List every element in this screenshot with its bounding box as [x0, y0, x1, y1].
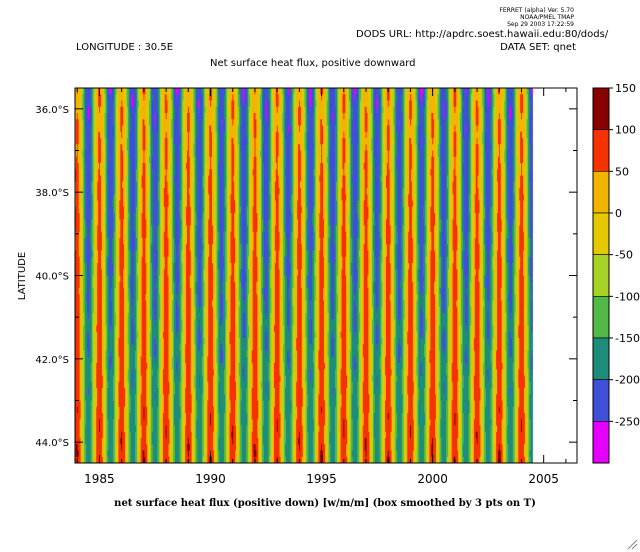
heatmap-cell: [92, 463, 93, 470]
heatmap-cell: [83, 463, 84, 470]
heatmap-cell: [105, 463, 106, 470]
heatmap-cell: [76, 463, 77, 470]
heatmap-cell: [121, 463, 122, 470]
heatmap-cell: [97, 463, 98, 470]
heatmap-cell: [95, 463, 96, 470]
heatmap-cell: [103, 463, 104, 470]
heatmap-cell: [123, 463, 124, 470]
heatmap-cell: [109, 463, 110, 470]
heatmap-cell: [96, 463, 97, 470]
heatmap-cell: [148, 463, 149, 470]
heatmap-cell: [111, 463, 112, 470]
heatmap-cell: [79, 463, 80, 470]
heatmap-cell: [147, 463, 148, 470]
heatmap-cell: [136, 463, 137, 470]
heatmap-cell: [91, 463, 92, 470]
heatmap-cell: [118, 463, 119, 470]
heatmap-cell: [133, 463, 134, 470]
heatmap-cell: [89, 463, 90, 470]
heatmap-cell: [116, 463, 117, 470]
heatmap-cell: [117, 463, 118, 470]
heatmap-cell: [126, 463, 127, 470]
heatmap-cell: [140, 463, 141, 470]
heatmap-cell: [129, 463, 130, 470]
heatmap-cell: [75, 463, 76, 470]
heatmap-cell: [115, 463, 116, 470]
heatmap-cell: [113, 463, 114, 470]
heatmap-cell: [82, 463, 83, 470]
heatmap-cell: [100, 463, 101, 470]
heatmap-cell: [77, 463, 78, 470]
heatmap-cell: [87, 463, 88, 470]
heatmap-cell: [128, 463, 129, 470]
heatmap-cell: [93, 463, 94, 470]
heatmap-cell: [145, 463, 146, 470]
heatmap-cell: [146, 463, 147, 470]
heatmap-cell: [124, 463, 125, 470]
heatmap-cell: [106, 463, 107, 470]
heatmap-cell: [139, 463, 140, 470]
heatmap-cell: [106, 463, 107, 470]
heatmap-cell: [127, 463, 128, 470]
heatmap-cell: [120, 463, 121, 470]
heatmap-cell: [141, 463, 142, 470]
heatmap-cell: [131, 463, 132, 470]
heatmap-cell: [114, 463, 115, 470]
heatmap-cell: [108, 463, 109, 470]
heatmap-cells: [75, 88, 533, 470]
heatmap-cell: [138, 463, 139, 470]
heatmap-cell: [132, 463, 133, 470]
heatmap-cell: [149, 463, 150, 470]
heatmap-cell: [94, 463, 95, 470]
heatmap-cell: [112, 463, 113, 470]
heatmap-cell: [101, 463, 102, 470]
heatmap-cell: [80, 463, 81, 470]
heatmap-cell: [119, 463, 120, 470]
heatmap-cell: [84, 463, 85, 470]
heatmap-cell: [86, 463, 87, 470]
heatmap-cell: [143, 463, 144, 470]
heatmap-cell: [134, 463, 135, 470]
heatmap-cell: [119, 463, 120, 470]
heatmap-cell: [110, 463, 111, 470]
heatmap-cell: [98, 463, 99, 470]
heatmap-cell: [144, 463, 145, 470]
heatmap-cell: [94, 463, 95, 470]
heatmap-cell: [122, 463, 123, 470]
heatmap-cell: [125, 463, 126, 470]
heatmap-cell: [104, 463, 105, 470]
heatmap-cell: [142, 463, 143, 470]
heatmap-cell: [143, 463, 144, 470]
heatmap-cell: [81, 463, 82, 470]
heatmap-cell: [130, 463, 131, 470]
heatmap-cell: [78, 463, 79, 470]
heatmap-cell: [131, 463, 132, 470]
heatmap-cell: [85, 463, 86, 470]
heatmap-cell: [102, 463, 103, 470]
heatmap-cell: [107, 463, 108, 470]
heatmap-cell: [81, 463, 82, 470]
heatmap-cell: [135, 463, 136, 470]
heatmap-cell: [90, 463, 91, 470]
heatmap-cell: [137, 463, 138, 470]
heatmap-cell: [88, 463, 89, 470]
heatmap-cell: [99, 463, 100, 470]
